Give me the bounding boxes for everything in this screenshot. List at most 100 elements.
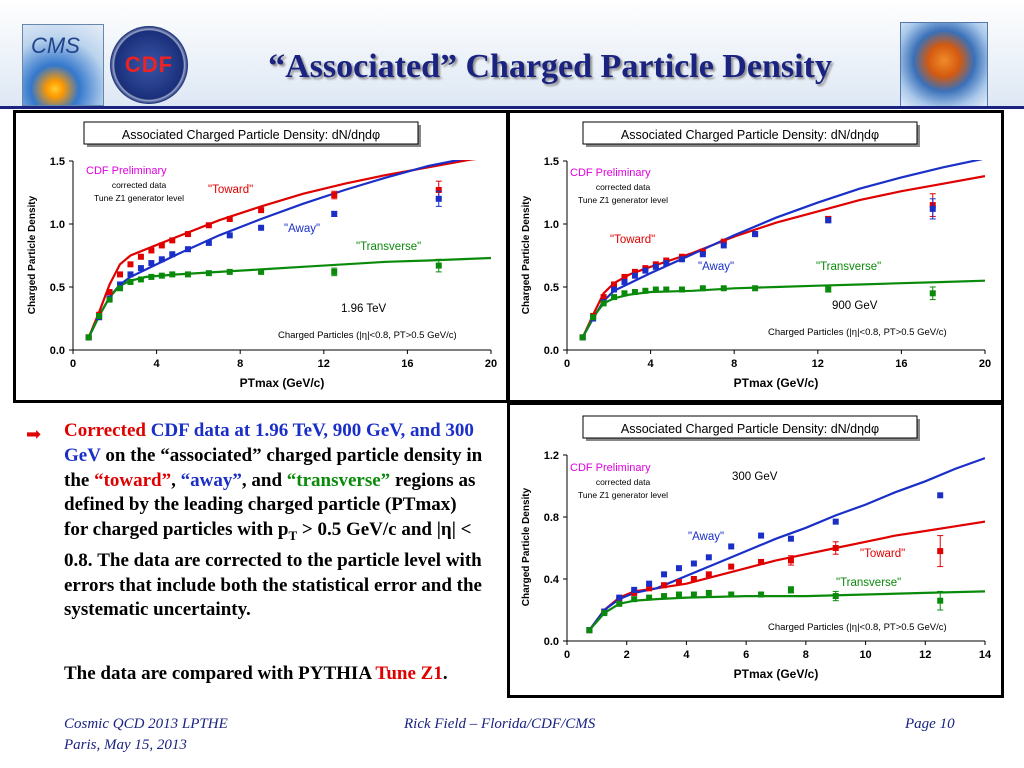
away-data-point — [728, 543, 735, 550]
away-data-point — [642, 267, 649, 274]
transverse-data-point — [621, 290, 628, 297]
cuts-label: Charged Particles (|η|<0.8, PT>0.5 GeV/c… — [768, 327, 947, 338]
x-tick-label: 10 — [859, 649, 871, 661]
away-data-point — [690, 560, 697, 567]
toward-data-point — [106, 289, 113, 296]
away-label: "Away" — [698, 261, 734, 273]
right-arrow-icon: ➡ — [26, 424, 42, 445]
transverse-data-point — [137, 276, 144, 283]
away-data-point — [646, 580, 653, 587]
x-tick-label: 12 — [812, 358, 824, 370]
pythia-note-segment: Tune Z1 — [375, 663, 443, 684]
away-data-point — [661, 571, 668, 578]
bullet-text-segment: T — [288, 527, 298, 543]
y-tick-label: 0.5 — [50, 282, 65, 294]
y-tick-label: 0.4 — [544, 574, 560, 586]
away-data-point — [652, 263, 659, 270]
toward-data-point — [631, 268, 638, 275]
x-tick-label: 8 — [237, 358, 243, 370]
transverse-data-point — [728, 591, 735, 598]
toward-data-point — [600, 294, 607, 301]
x-axis-label: PTmax (GeV/c) — [734, 667, 819, 681]
x-tick-label: 16 — [895, 358, 907, 370]
y-axis-label: Charged Particle Density — [27, 195, 38, 314]
chart-title: Associated Charged Particle Density: dN/… — [621, 128, 879, 142]
away-data-point — [205, 239, 212, 246]
chart-300gev: Associated Charged Particle Density: dN/… — [521, 415, 992, 681]
toward-data-point — [728, 563, 735, 570]
transverse-data-point — [642, 287, 649, 294]
transverse-data-point — [205, 270, 212, 277]
preliminary-label: CDF Preliminary — [570, 167, 651, 179]
transverse-data-point — [579, 334, 586, 341]
away-data-point — [720, 242, 727, 249]
toward-label: "Toward" — [860, 548, 905, 560]
away-label: "Away" — [284, 223, 320, 235]
transverse-data-point — [96, 312, 103, 319]
y-tick-label: 1.2 — [544, 450, 559, 462]
transverse-data-point — [158, 272, 165, 279]
transverse-data-point — [85, 334, 92, 341]
toward-data-point — [675, 579, 682, 586]
transverse-data-point — [705, 589, 712, 596]
transverse-data-point — [435, 262, 442, 269]
transverse-data-point — [690, 591, 697, 598]
bullet-text-segment: on the “associated” charged particle den… — [64, 444, 483, 491]
transverse-data-point — [652, 286, 659, 293]
away-data-point — [678, 256, 685, 263]
transverse-data-point — [586, 627, 593, 634]
chart-196tev: Associated Charged Particle Density: dN/… — [27, 121, 497, 390]
y-tick-label: 0.0 — [544, 636, 559, 648]
energy-label: 300 GeV — [732, 471, 778, 483]
x-tick-label: 20 — [979, 358, 991, 370]
transverse-data-point — [127, 278, 134, 285]
toward-data-point — [127, 261, 134, 268]
transverse-data-point — [720, 285, 727, 292]
transverse-label: "Transverse" — [836, 577, 901, 589]
transverse-data-point — [675, 591, 682, 598]
away-data-point — [117, 281, 124, 288]
toward-data-point — [137, 253, 144, 260]
toward-data-point — [331, 192, 338, 199]
footer-author: Rick Field – Florida/CDF/CMS — [404, 716, 596, 732]
y-axis-label: Charged Particle Density — [521, 195, 532, 314]
away-data-point — [258, 224, 265, 231]
away-data-point — [663, 260, 670, 267]
bullet-text: Corrected CDF data at 1.96 TeV, 900 GeV,… — [64, 419, 484, 623]
y-tick-label: 1.5 — [544, 156, 559, 168]
chart-title: Associated Charged Particle Density: dN/… — [621, 422, 879, 436]
florida-logo — [900, 22, 988, 108]
y-tick-label: 0.5 — [544, 282, 559, 294]
away-label: "Away" — [688, 531, 724, 543]
cuts-label: Charged Particles (|η|<0.8, PT>0.5 GeV/c… — [768, 622, 947, 633]
chart-title-box — [83, 121, 419, 145]
transverse-data-point — [601, 610, 608, 617]
chart-title: Associated Charged Particle Density: dN/… — [122, 128, 380, 142]
toward-data-point — [169, 237, 176, 244]
transverse-data-point — [937, 597, 944, 604]
away-data-point — [621, 278, 628, 285]
away-data-point — [158, 256, 165, 263]
chart-panel-300gev: Associated Charged Particle Density: dN/… — [507, 402, 1004, 698]
bullet-text-segment: “away” — [180, 469, 242, 491]
chart-title-box — [582, 415, 918, 439]
toward-data-point — [621, 273, 628, 280]
corrected-data-label: corrected data — [112, 180, 167, 190]
generator-level-label: Tune Z1 generator level — [578, 490, 668, 500]
away-data-point — [435, 195, 442, 202]
transverse-data-point — [616, 600, 623, 607]
toward-curve — [588, 520, 985, 631]
transverse-data-point — [117, 285, 124, 292]
away-data-point — [127, 271, 134, 278]
y-tick-label: 0.8 — [544, 512, 559, 524]
transverse-data-point — [148, 273, 155, 280]
x-tick-label: 0 — [70, 358, 76, 370]
toward-data-point — [117, 271, 124, 278]
transverse-data-point — [169, 271, 176, 278]
bullet-text-segment: regions as defined by the leading charge… — [64, 469, 476, 541]
pythia-note-segment: . — [442, 663, 448, 684]
y-tick-label: 1.0 — [50, 219, 65, 231]
toward-data-point — [661, 582, 668, 589]
away-data-point — [752, 231, 759, 238]
away-data-point — [226, 232, 233, 239]
